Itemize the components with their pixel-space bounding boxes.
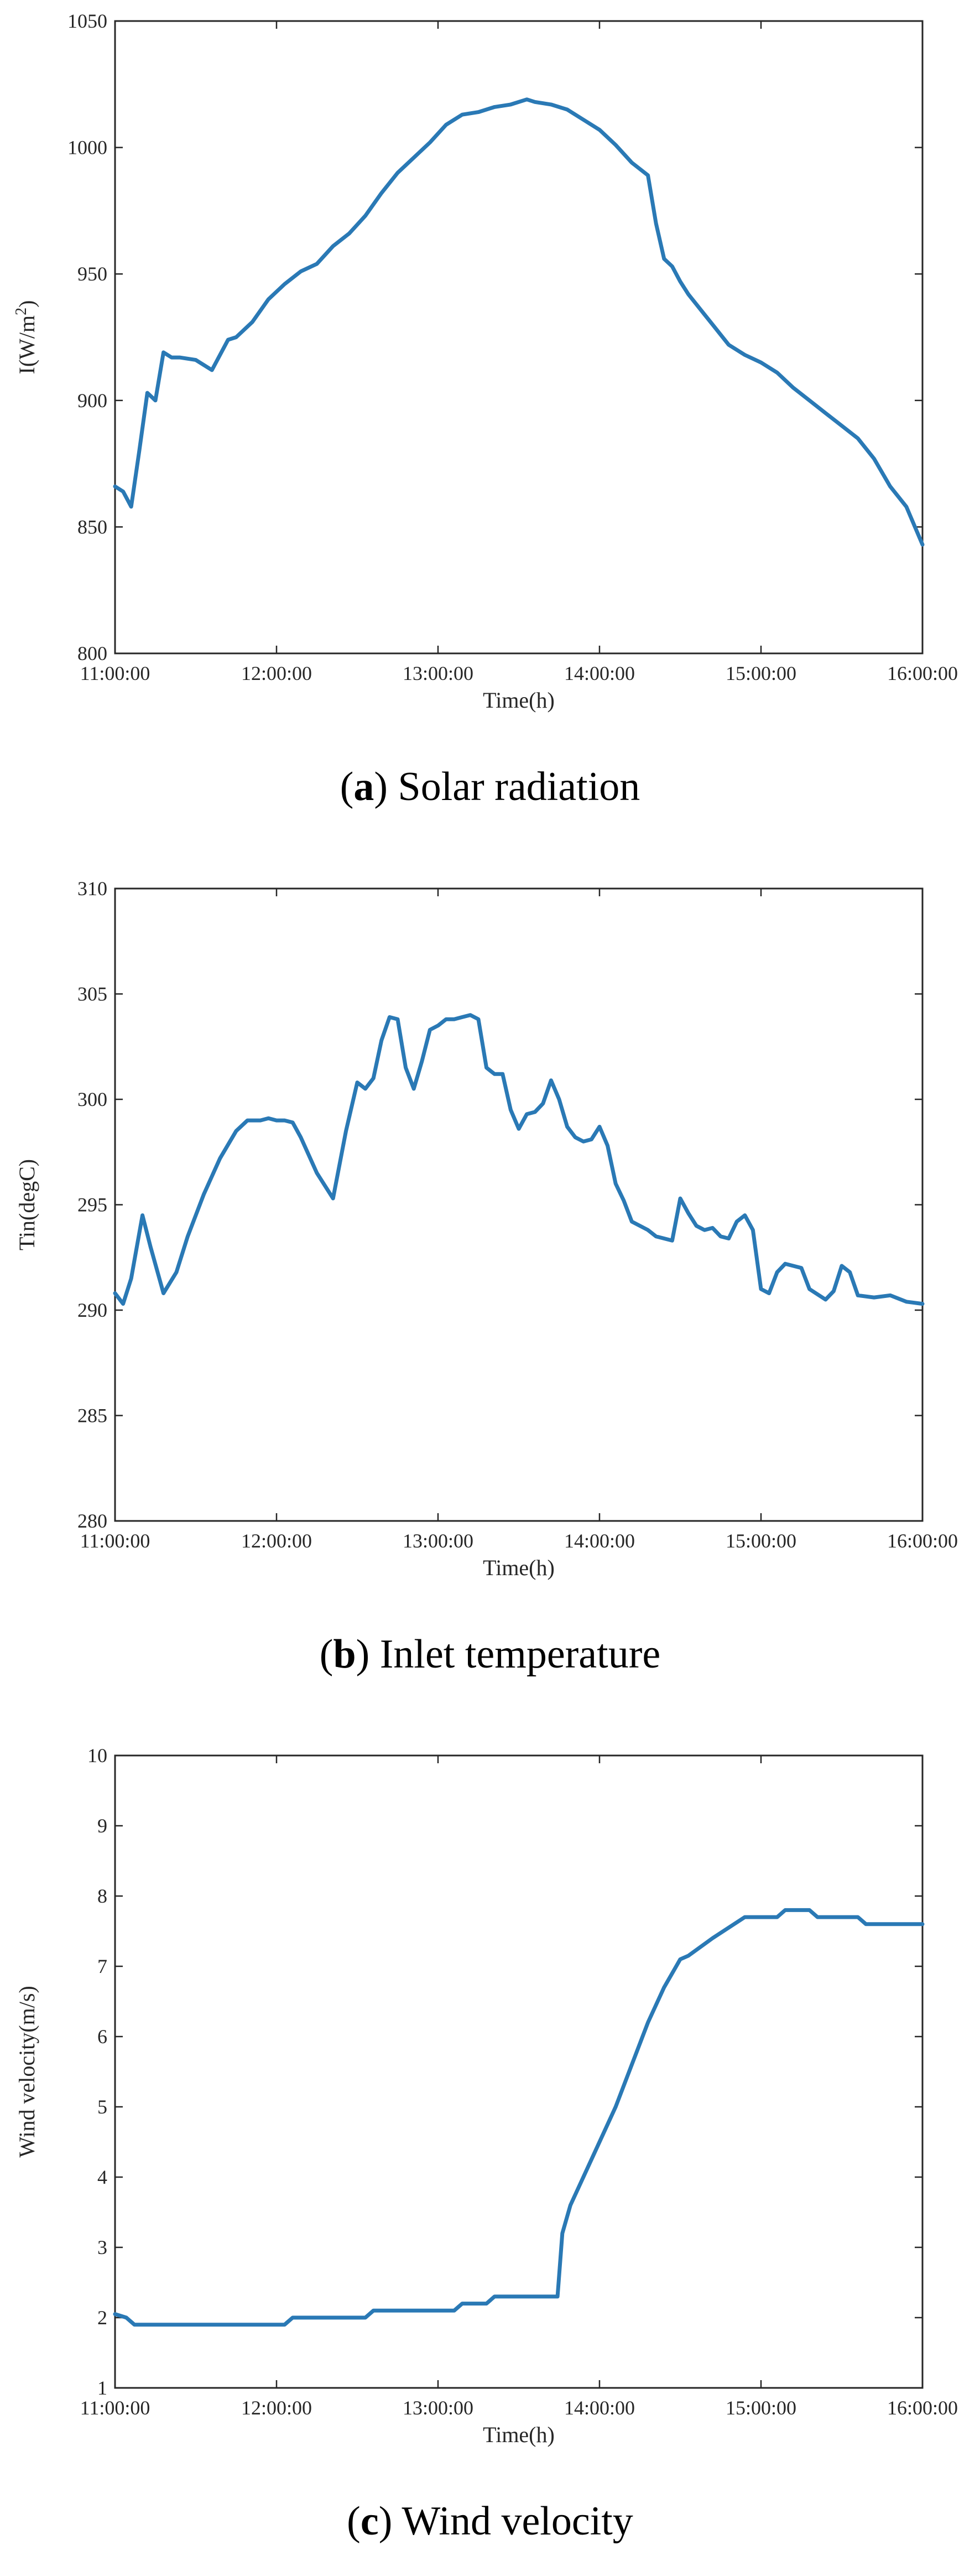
y-tick-label-a: 1000 xyxy=(67,137,107,159)
y-tick-label-c: 5 xyxy=(97,2096,107,2118)
y-axis-label-a: I(W/m2) xyxy=(13,300,40,375)
y-axis-label-b: Tin(degC) xyxy=(14,1159,39,1250)
caption-a-text: Solar radiation xyxy=(398,764,640,809)
x-tick-label-a: 16:00:00 xyxy=(887,662,958,684)
x-tick-label-c: 11:00:00 xyxy=(80,2397,150,2419)
caption-a: (a) Solar radiation xyxy=(340,764,640,809)
x-tick-label-b: 12:00:00 xyxy=(241,1530,312,1552)
series-line-c-0 xyxy=(113,1908,925,2327)
y-tick-label-b: 305 xyxy=(77,983,107,1005)
chart-a: 11:00:00 12:00:00 13:00:00 14:00:00 15:00:00… xyxy=(13,10,958,713)
y-tick-label-b: 295 xyxy=(77,1194,107,1216)
y-tick-label-a: 950 xyxy=(77,263,107,285)
x-tick-label-b: 14:00:00 xyxy=(564,1530,635,1552)
x-axis-label-b: Time(h) xyxy=(483,1555,555,1580)
x-tick-label-a: 11:00:00 xyxy=(80,662,150,684)
y-tick-label-c: 4 xyxy=(97,2166,107,2188)
x-tick-label-b: 11:00:00 xyxy=(80,1530,150,1552)
y-axis-label-c: Wind velocity(m/s) xyxy=(14,1986,39,2158)
x-tick-label-c: 16:00:00 xyxy=(887,2397,958,2419)
y-tick-label-c: 10 xyxy=(87,1744,107,1767)
y-tick-label-c: 2 xyxy=(97,2307,107,2329)
y-tick-label-a: 850 xyxy=(77,516,107,538)
y-tick-label-c: 9 xyxy=(97,1815,107,1837)
caption-b-letter: b xyxy=(333,1632,356,1677)
y-tick-label-a: 900 xyxy=(77,389,107,412)
y-tick-label-a: 800 xyxy=(77,642,107,664)
plot-frame-b xyxy=(114,887,924,1522)
x-tick-label-b: 13:00:00 xyxy=(403,1530,473,1552)
y-tick-label-b: 285 xyxy=(77,1405,107,1427)
y-axis-label-sup: 2 xyxy=(13,308,30,315)
y-axis-label-end: ) xyxy=(14,300,39,308)
caption-c-text: Wind velocity xyxy=(402,2499,633,2544)
y-tick-label-a: 1050 xyxy=(67,10,107,32)
x-axis-label-c: Time(h) xyxy=(483,2422,555,2447)
plot-frame-c xyxy=(114,1754,924,2389)
y-tick-label-b: 300 xyxy=(77,1088,107,1110)
caption-a-letter: a xyxy=(353,764,374,809)
series-line-a-0 xyxy=(113,97,925,547)
x-tick-label-a: 13:00:00 xyxy=(403,662,473,684)
y-tick-label-c: 3 xyxy=(97,2236,107,2258)
x-tick-label-c: 14:00:00 xyxy=(564,2397,635,2419)
series-line-b-0 xyxy=(113,1013,925,1306)
y-tick-label-b: 290 xyxy=(77,1299,107,1321)
chart-c: 11:00:00 12:00:00 13:00:00 14:00:00 15:00:00… xyxy=(14,1744,958,2447)
x-tick-label-c: 12:00:00 xyxy=(241,2397,312,2419)
x-tick-label-b: 16:00:00 xyxy=(887,1530,958,1552)
caption-b: (b) Inlet temperature xyxy=(319,1632,661,1677)
chart-b: 11:00:00 12:00:00 13:00:00 14:00:00 15:00:00… xyxy=(14,877,958,1580)
caption-c-letter: c xyxy=(360,2499,379,2544)
x-tick-label-c: 13:00:00 xyxy=(403,2397,473,2419)
x-axis-label-a: Time(h) xyxy=(483,688,555,713)
x-tick-label-b: 15:00:00 xyxy=(726,1530,796,1552)
y-tick-label-b: 280 xyxy=(77,1510,107,1532)
caption-b-text: Inlet temperature xyxy=(379,1632,661,1677)
y-tick-label-c: 8 xyxy=(97,1885,107,1907)
y-axis-label-main: I(W/m xyxy=(14,315,39,375)
y-tick-label-c: 6 xyxy=(97,2026,107,2048)
x-tick-label-c: 15:00:00 xyxy=(726,2397,796,2419)
x-tick-label-a: 14:00:00 xyxy=(564,662,635,684)
x-tick-label-a: 15:00:00 xyxy=(726,662,796,684)
plot-frame-a xyxy=(114,20,924,655)
x-tick-label-a: 12:00:00 xyxy=(241,662,312,684)
caption-c: (c) Wind velocity xyxy=(347,2499,633,2544)
y-tick-label-c: 1 xyxy=(97,2377,107,2399)
y-tick-label-c: 7 xyxy=(97,1955,107,1977)
y-tick-label-b: 310 xyxy=(77,877,107,900)
